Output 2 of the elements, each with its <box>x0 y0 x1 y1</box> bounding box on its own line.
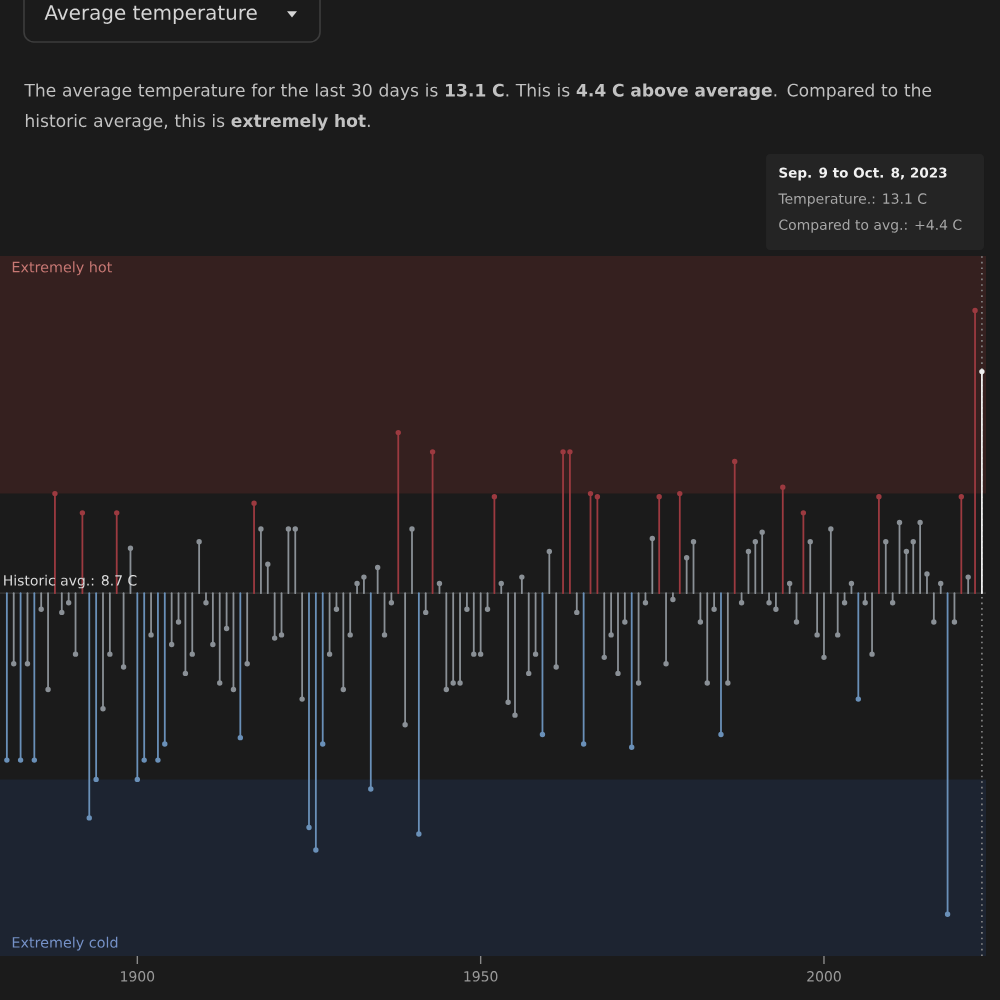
text: The average temperature for the last 30 days is 13.1 C. This is 4.4 C above average. Compared to the historic average, this is extremely hot. <box>24 83 932 131</box>
chart-title: Average temperature <box>44 5 257 24</box>
